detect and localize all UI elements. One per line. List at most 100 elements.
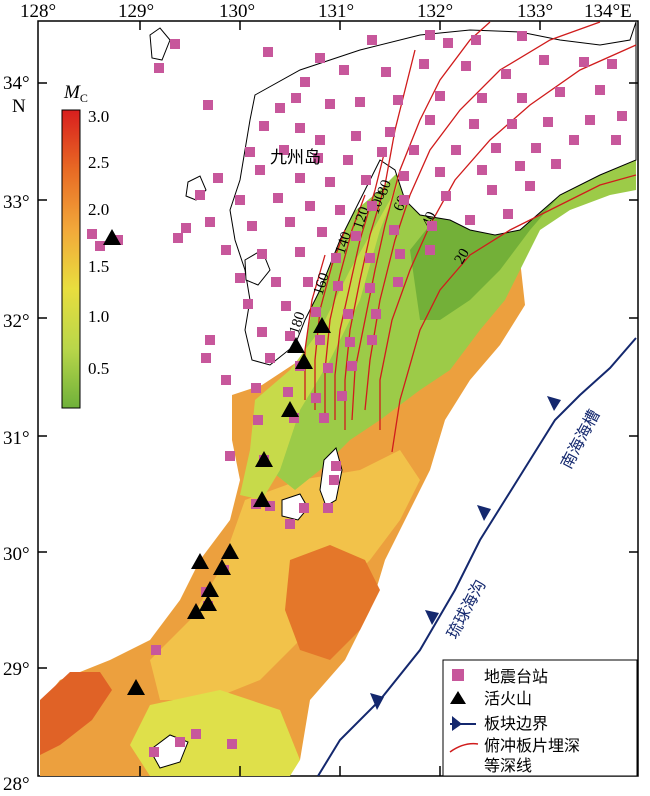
- station-marker: [443, 38, 453, 48]
- contour-line-80: [351, 21, 491, 421]
- volcano-marker: [255, 451, 273, 467]
- station-marker: [313, 153, 323, 163]
- trench-tooth: [477, 505, 491, 521]
- legend-depth-label-2: 等深线: [484, 756, 532, 775]
- lat-tick: 31°: [3, 428, 30, 449]
- station-marker: [247, 221, 257, 231]
- station-marker: [295, 123, 305, 133]
- station-marker: [551, 159, 561, 169]
- station-marker: [255, 165, 265, 175]
- station-marker: [175, 737, 185, 747]
- station-marker: [617, 111, 627, 121]
- lat-tick: 30°: [3, 544, 30, 565]
- station-marker: [503, 209, 513, 219]
- legend-volcano-label: 活火山: [484, 689, 532, 708]
- legend-boundary-tooth: [452, 716, 462, 731]
- station-marker: [170, 39, 180, 49]
- station-marker: [409, 145, 419, 155]
- station-marker: [323, 363, 333, 373]
- station-marker: [289, 413, 299, 423]
- volcano-marker: [313, 317, 331, 333]
- lat-tick: 32°: [3, 311, 30, 332]
- station-marker: [285, 217, 295, 227]
- station-marker: [399, 171, 409, 181]
- station-marker: [335, 205, 345, 215]
- trench-line: [317, 337, 637, 776]
- lat-ticks: 34° N 33° 32° 31° 30° 29° 28°: [3, 73, 30, 795]
- trench-teeth: [370, 396, 561, 710]
- station-marker: [367, 35, 377, 45]
- volcano-marker: [213, 559, 231, 575]
- slab-contours: [304, 21, 637, 453]
- contour-line-20: [391, 174, 637, 453]
- lon-tick: 128°: [20, 1, 56, 22]
- station-marker: [227, 739, 237, 749]
- colorbar-tick: 0.5: [88, 359, 109, 378]
- station-marker: [191, 729, 201, 739]
- station-marker: [285, 331, 295, 341]
- lat-tick: 29°: [3, 659, 30, 680]
- lat-tick: 34°: [3, 73, 30, 94]
- colorbar-tick: 3.0: [88, 107, 109, 126]
- station-marker: [339, 65, 349, 75]
- volcano-marker: [199, 595, 217, 611]
- volcano-marker: [287, 337, 305, 353]
- station-marker: [355, 97, 365, 107]
- station-markers: [87, 30, 627, 757]
- volcano-marker: [127, 679, 145, 695]
- volcano-markers: [103, 229, 331, 695]
- station-marker: [461, 61, 471, 71]
- station-marker: [377, 147, 387, 157]
- station-marker: [203, 100, 213, 110]
- station-marker: [295, 173, 305, 183]
- station-marker: [315, 53, 325, 63]
- station-marker: [205, 335, 215, 345]
- station-marker: [569, 135, 579, 145]
- station-marker: [525, 181, 535, 191]
- station-marker: [87, 229, 97, 239]
- station-marker: [275, 103, 285, 113]
- station-marker: [291, 93, 301, 103]
- station-marker: [465, 215, 475, 225]
- contour-label-140: 140: [333, 230, 355, 256]
- station-marker: [385, 127, 395, 137]
- station-marker: [371, 309, 381, 319]
- station-marker: [305, 201, 315, 211]
- station-marker: [273, 193, 283, 203]
- station-marker: [399, 195, 409, 205]
- volcano-marker: [201, 581, 219, 597]
- colorbar-title-sub: C: [80, 91, 88, 105]
- station-marker: [351, 131, 361, 141]
- station-marker: [367, 201, 377, 211]
- legend-boundary-label: 板块边界: [484, 714, 548, 733]
- station-marker: [95, 241, 105, 251]
- tsushima-island: [149, 27, 171, 61]
- station-marker: [295, 247, 305, 257]
- station-marker: [315, 335, 325, 345]
- colorbar-title: MC: [63, 82, 88, 105]
- station-marker: [393, 95, 403, 105]
- station-marker: [343, 155, 353, 165]
- station-marker: [205, 217, 215, 227]
- station-marker: [253, 415, 263, 425]
- contour-label-20: 20: [452, 246, 473, 267]
- colorbar-tick: 2.5: [88, 153, 109, 172]
- lat-tick: 33°: [3, 192, 30, 213]
- station-marker: [539, 55, 549, 65]
- station-marker: [317, 227, 327, 237]
- kyushu-label: 九州岛: [270, 148, 321, 168]
- station-marker: [441, 191, 451, 201]
- contour-label-180: 180: [287, 310, 309, 336]
- station-marker: [283, 387, 293, 397]
- station-marker: [579, 57, 589, 67]
- legend-depth-line-icon: [449, 742, 479, 753]
- station-marker: [300, 77, 310, 87]
- colorbar: MC 3.0 2.5 2.0 1.5 1.0 0.5: [61, 82, 109, 409]
- colorbar-gradient: [61, 109, 81, 409]
- mc-lightorange-region: [150, 450, 420, 700]
- station-marker: [154, 63, 164, 73]
- station-marker: [507, 119, 517, 129]
- lon-tick: 131°: [318, 1, 354, 22]
- contour-label-120: 120: [351, 205, 373, 231]
